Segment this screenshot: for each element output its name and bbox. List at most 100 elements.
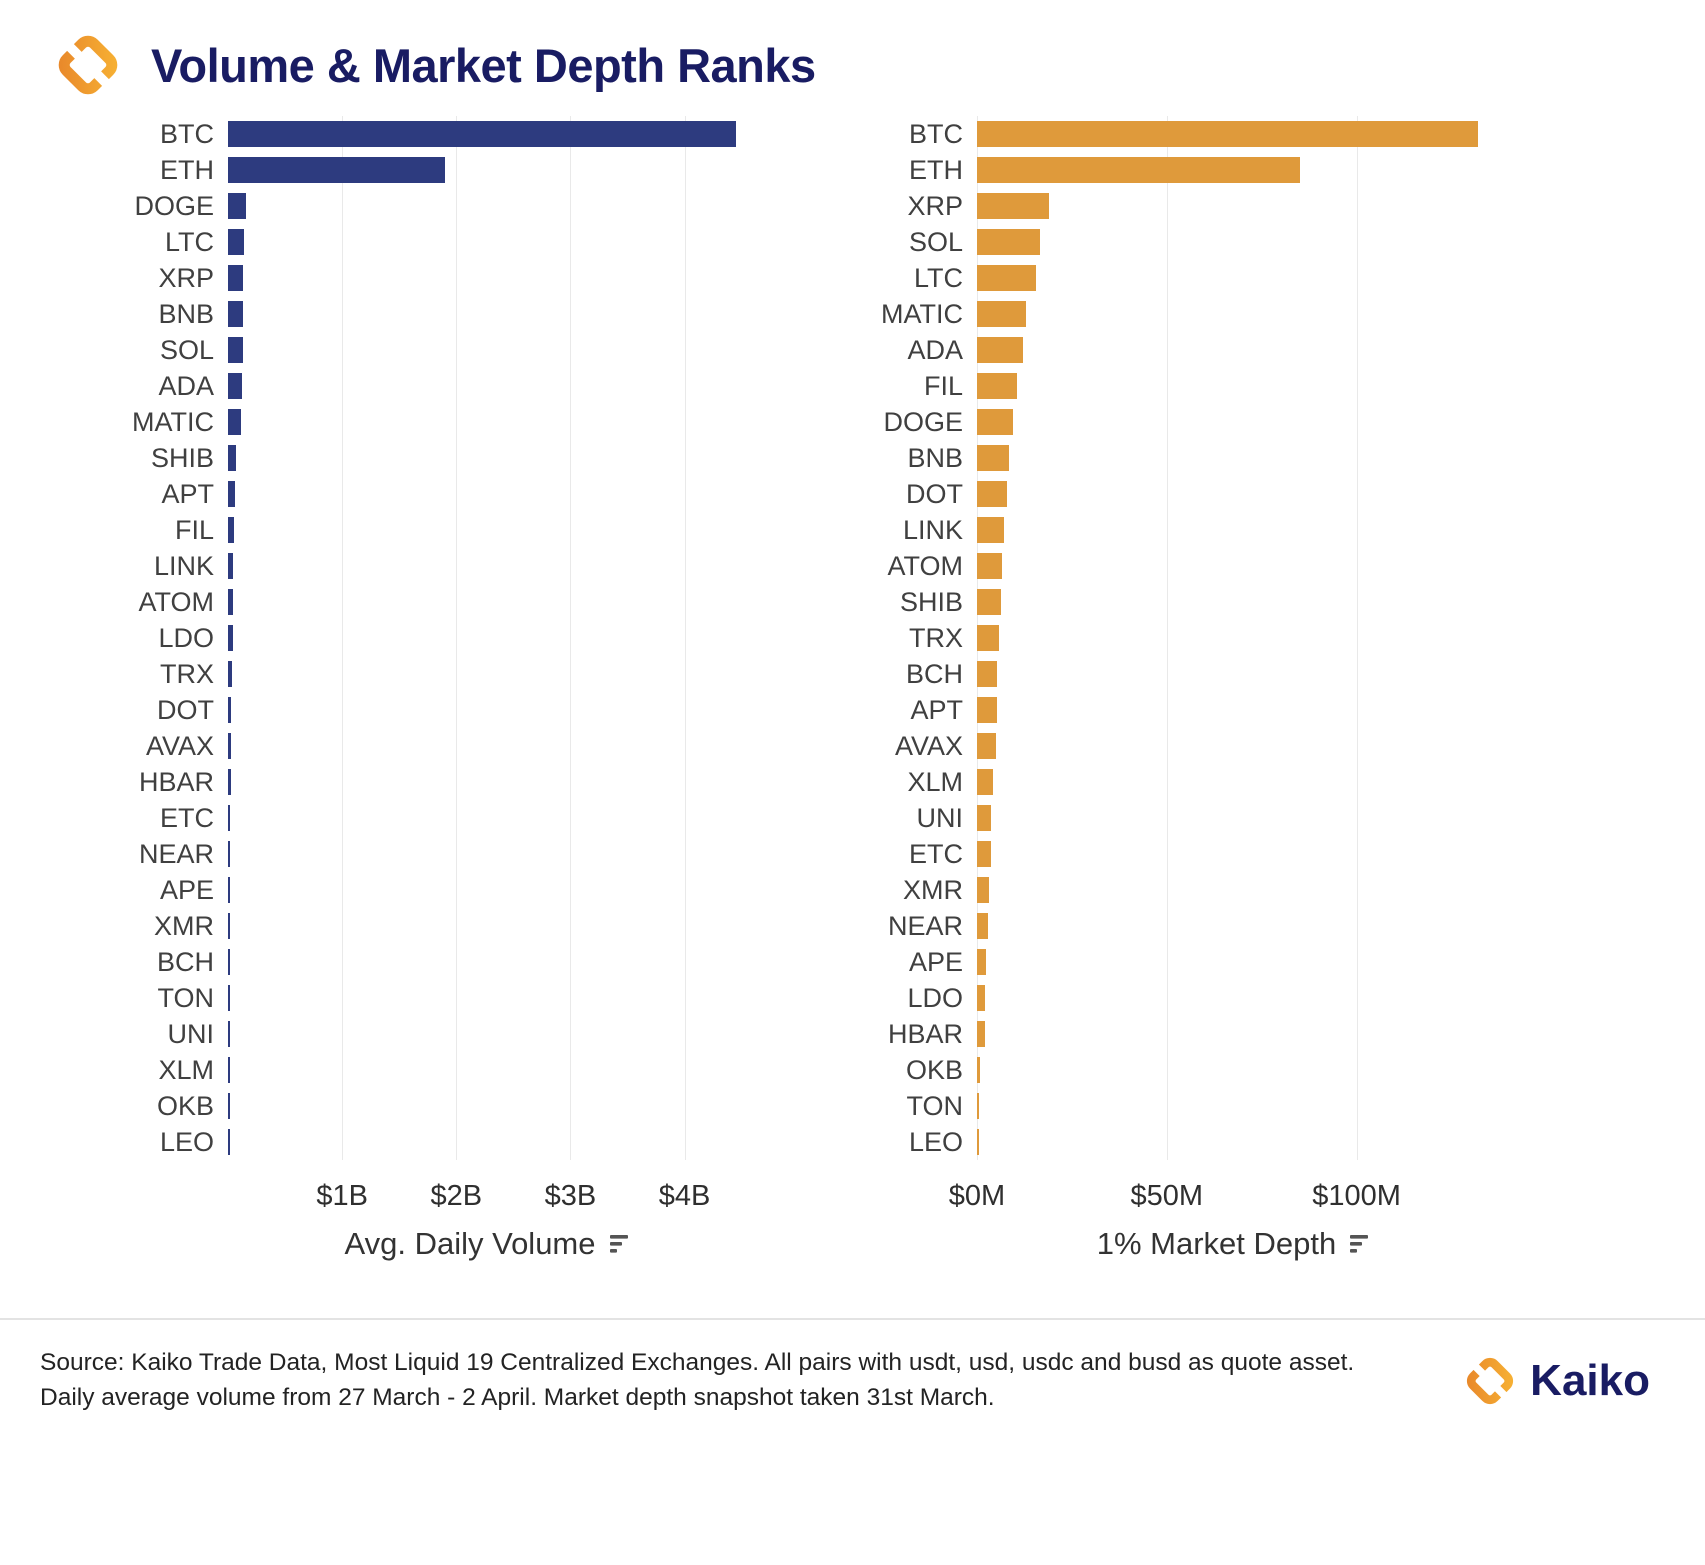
bar-track	[977, 733, 1497, 759]
category-label-ldo: LDO	[158, 622, 214, 653]
bar-apt	[228, 481, 235, 507]
bar-row: BCH	[128, 944, 753, 980]
category-label-fil: FIL	[923, 370, 963, 401]
category-label-sol: SOL	[908, 226, 963, 257]
x-axis: $1B $2B $3B $4B	[228, 1172, 753, 1218]
gridline	[1166, 116, 1168, 1160]
bar-row: ETC	[881, 836, 1497, 872]
bar-leo	[228, 1129, 230, 1155]
bar-track	[228, 805, 753, 831]
bar-rows: BTC ETH DOGE LTC XRP BNB SOL ADA MATIC SHIB APT FIL…	[128, 116, 753, 1160]
axis-tick: $1B	[316, 1180, 368, 1212]
bar-track	[228, 949, 753, 975]
bar-row: OKB	[128, 1088, 753, 1124]
bar-row: ETH	[881, 152, 1497, 188]
gridline	[1356, 116, 1358, 1160]
bar-row: NEAR	[128, 836, 753, 872]
sort-icon[interactable]	[609, 1233, 637, 1255]
category-label-xrp: XRP	[907, 190, 963, 221]
bar-row: DOGE	[881, 404, 1497, 440]
category-label-trx: TRX	[909, 622, 963, 653]
category-label-ton: TON	[906, 1090, 963, 1121]
bar-track	[977, 913, 1497, 939]
bar-track	[228, 1021, 753, 1047]
bar-row: APT	[128, 476, 753, 512]
bar-link	[977, 517, 1005, 543]
axis-tick: $2B	[430, 1180, 483, 1212]
category-label-bnb: BNB	[158, 298, 214, 329]
bar-track	[977, 409, 1497, 435]
bar-track	[977, 157, 1497, 183]
bar-row: HBAR	[128, 764, 753, 800]
bar-row: LEO	[881, 1124, 1497, 1160]
bar-track	[977, 949, 1497, 975]
bar-track	[977, 769, 1497, 795]
bar-okb	[977, 1057, 981, 1083]
bar-bnb	[228, 301, 243, 327]
bar-ton	[977, 1093, 980, 1119]
bar-avax	[228, 733, 232, 759]
bar-matic	[228, 409, 242, 435]
category-label-dot: DOT	[906, 478, 963, 509]
x-axis-title: Avg. Daily Volume	[228, 1226, 753, 1262]
brand-name: Kaiko	[1530, 1355, 1650, 1405]
axis-label: 1% Market Depth	[1096, 1226, 1337, 1261]
gridline	[570, 116, 572, 1160]
gridline	[456, 116, 458, 1160]
bar-doge	[228, 193, 247, 219]
category-label-btc: BTC	[160, 118, 214, 149]
category-label-near: NEAR	[138, 838, 214, 869]
x-axis-title: 1% Market Depth	[977, 1226, 1497, 1262]
bar-row: LTC	[128, 224, 753, 260]
category-label-ape: APE	[159, 874, 214, 905]
footer: Source: Kaiko Trade Data, Most Liquid 19…	[0, 1318, 1705, 1416]
sort-icon[interactable]	[1350, 1233, 1377, 1255]
bar-track	[228, 553, 753, 579]
gridlines	[228, 116, 753, 1160]
bar-shib	[228, 445, 236, 471]
bar-track	[977, 589, 1497, 615]
bar-ada	[228, 373, 242, 399]
bar-row: APT	[881, 692, 1497, 728]
bar-track	[977, 481, 1497, 507]
bar-track	[228, 157, 753, 183]
category-label-hbar: HBAR	[887, 1018, 963, 1049]
bar-row: XRP	[881, 188, 1497, 224]
bar-row: XLM	[881, 764, 1497, 800]
bar-track	[228, 985, 753, 1011]
category-label-apt: APT	[161, 478, 214, 509]
category-label-xrp: XRP	[158, 262, 214, 293]
bar-track	[977, 805, 1497, 831]
bar-row: DOGE	[128, 188, 753, 224]
bar-ltc	[977, 265, 1036, 291]
bar-xrp	[228, 265, 243, 291]
bar-bch	[228, 949, 230, 975]
bar-track	[977, 697, 1497, 723]
bar-btc	[228, 121, 736, 147]
bar-rows: BTC ETH XRP SOL LTC MATIC ADA FIL DOGE BNB DOT LINK…	[881, 116, 1497, 1160]
bar-eth	[977, 157, 1300, 183]
source-text-line1: Source: Kaiko Trade Data, Most Liquid 19…	[40, 1349, 1355, 1376]
bar-row: LEO	[128, 1124, 753, 1160]
bar-row: AVAX	[128, 728, 753, 764]
bar-etc	[977, 841, 991, 867]
bar-row: BNB	[128, 296, 753, 332]
category-label-trx: TRX	[160, 658, 214, 689]
bar-track	[228, 193, 753, 219]
bar-track	[228, 733, 753, 759]
bar-trx	[977, 625, 999, 651]
plot-area: BTC ETH DOGE LTC XRP BNB SOL ADA MATIC SHIB APT FIL…	[128, 116, 753, 1160]
axis-label: Avg. Daily Volume	[344, 1226, 596, 1261]
category-label-uni: UNI	[916, 802, 964, 833]
bar-ltc	[228, 229, 244, 255]
bar-xmr	[228, 913, 230, 939]
bar-row: XRP	[128, 260, 753, 296]
bar-fil	[977, 373, 1017, 399]
category-label-btc: BTC	[909, 118, 963, 149]
bar-track	[228, 625, 753, 651]
bar-row: DOT	[128, 692, 753, 728]
category-label-avax: AVAX	[894, 730, 963, 761]
category-label-shib: SHIB	[899, 586, 963, 617]
category-label-atom: ATOM	[887, 550, 963, 581]
category-label-bch: BCH	[156, 946, 214, 977]
